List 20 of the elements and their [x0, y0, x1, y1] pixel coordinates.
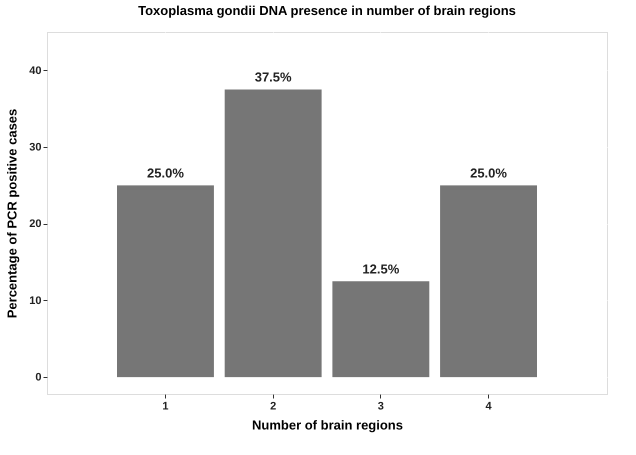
- y-tick-label: 0: [35, 372, 42, 384]
- data-label: 37.5%: [254, 70, 292, 85]
- bar: [224, 90, 322, 378]
- data-label: 25.0%: [470, 165, 508, 180]
- bar: [332, 281, 430, 378]
- data-label: 25.0%: [147, 165, 184, 180]
- x-tick-label: 3: [378, 400, 384, 412]
- data-label: 12.5%: [362, 261, 400, 276]
- x-axis-title: Number of brain regions: [252, 418, 403, 432]
- x-tick-label: 4: [485, 400, 492, 412]
- x-tick-label: 1: [162, 400, 169, 412]
- chart-title: Toxoplasma gondii DNA presence in number of brain regions: [138, 3, 516, 18]
- y-tick-label: 40: [29, 64, 42, 77]
- bar: [117, 185, 214, 378]
- y-tick-label: 20: [29, 218, 42, 230]
- y-tick-label: 10: [29, 294, 42, 307]
- bar: [440, 185, 537, 378]
- y-axis-title: Percentage of PCR positive cases: [4, 108, 20, 318]
- y-tick-label: 30: [29, 142, 42, 154]
- x-tick-label: 2: [270, 400, 276, 412]
